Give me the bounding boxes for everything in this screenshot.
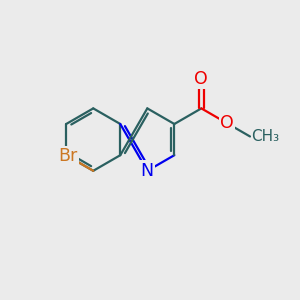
Text: Br: Br — [58, 147, 77, 165]
Text: O: O — [194, 70, 208, 88]
Text: N: N — [141, 162, 154, 180]
Text: CH₃: CH₃ — [251, 129, 280, 144]
Text: O: O — [220, 114, 234, 132]
